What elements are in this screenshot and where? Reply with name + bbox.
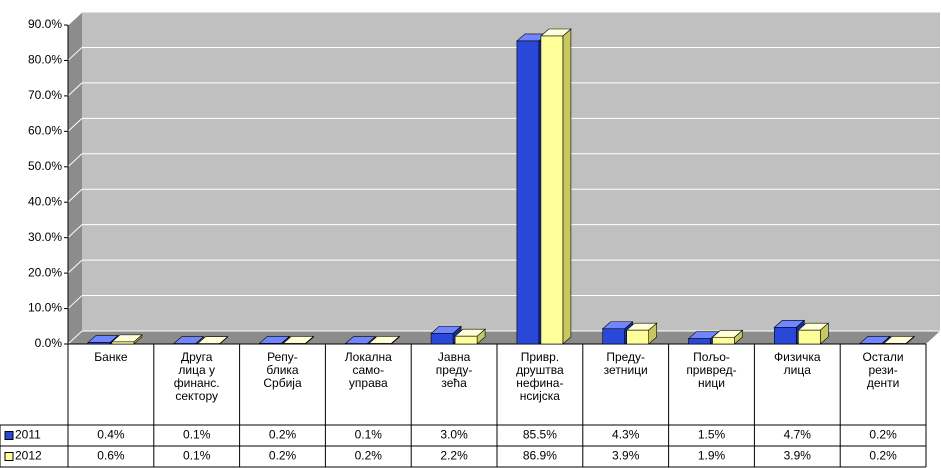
value-label: 0.1%	[355, 428, 383, 442]
value-label: 2.2%	[440, 449, 468, 463]
grid-line-side	[67, 117, 83, 132]
y-tick-label: 0.0%	[35, 336, 63, 350]
grid-line-side	[67, 224, 83, 239]
bar	[712, 336, 735, 345]
value-label: 0.4%	[97, 428, 125, 442]
legend-key	[4, 431, 14, 440]
y-tick-label: 90.0%	[28, 17, 62, 31]
bar	[430, 333, 454, 345]
bar	[516, 40, 540, 345]
value-label: 1.9%	[698, 449, 726, 463]
x-tick-label: Привр. друштва нефина- нсијска	[516, 350, 564, 403]
back-wall	[82, 12, 940, 331]
bar	[283, 342, 306, 345]
grid-line-side	[67, 188, 83, 203]
bar	[368, 342, 392, 345]
bar	[859, 342, 883, 345]
bar	[626, 329, 650, 345]
value-label: 0.1%	[183, 449, 211, 463]
y-tick-label: 10.0%	[28, 301, 62, 315]
grid-line-side	[67, 259, 83, 274]
value-label: 0.2%	[355, 449, 383, 463]
value-label: 1.5%	[698, 428, 726, 442]
x-tick-label: Физичка лица	[774, 350, 821, 377]
value-label: 0.1%	[183, 428, 211, 442]
x-tick-label: Банке	[94, 350, 128, 364]
value-label: 0.2%	[269, 428, 297, 442]
grid-line-side	[67, 47, 83, 61]
bar	[259, 342, 282, 345]
x-tick-label: Преду- зетници	[603, 350, 648, 377]
y-tick-label: 60.0%	[28, 124, 62, 138]
value-label: 4.7%	[784, 428, 812, 442]
value-label: 3.9%	[784, 449, 812, 463]
bar	[883, 342, 907, 345]
bar	[87, 342, 111, 345]
value-label: 0.2%	[869, 449, 897, 463]
value-label: 86.9%	[523, 449, 557, 463]
grid-line-side	[67, 153, 83, 168]
y-tick-label: 50.0%	[28, 159, 62, 173]
grid-line-side	[67, 82, 83, 97]
bar	[688, 338, 711, 345]
bar	[602, 328, 626, 345]
x-tick-label: Остали рези- денти	[862, 350, 904, 390]
bar	[540, 35, 564, 345]
value-label: 4.3%	[612, 428, 640, 442]
value-label: 3.9%	[612, 449, 640, 463]
bar	[111, 341, 135, 345]
bar-side	[562, 28, 572, 345]
bar	[454, 335, 478, 345]
x-tick-label: Репу- блика Србија	[263, 350, 302, 390]
x-tick-label: Локална само- управа	[344, 350, 392, 390]
bar	[773, 327, 797, 345]
value-label: 0.2%	[269, 449, 297, 463]
value-label: 0.2%	[869, 428, 897, 442]
x-tick-label: Друга лица у финанс. сектору	[173, 350, 220, 403]
x-tick-label: Јавна преду- зећа	[435, 350, 473, 390]
y-tick-label: 80.0%	[28, 53, 62, 67]
value-label: 85.5%	[523, 428, 557, 442]
grid-line-side	[67, 11, 83, 26]
y-tick-label: 20.0%	[28, 265, 62, 279]
grid-line-side	[67, 295, 83, 309]
value-label: 3.0%	[440, 428, 468, 442]
legend-label: 2012	[15, 449, 42, 463]
grid-line-side	[67, 330, 83, 345]
bar	[797, 329, 821, 345]
y-tick-label: 70.0%	[28, 88, 62, 102]
y-tick-label: 40.0%	[28, 194, 62, 208]
y-tick-label: 30.0%	[28, 230, 62, 244]
value-label: 0.6%	[97, 449, 125, 463]
legend-label: 2011	[15, 428, 41, 442]
x-tick-label: Пољо- привред- ници	[686, 350, 737, 390]
side-wall	[68, 12, 82, 344]
legend-key	[4, 452, 14, 461]
